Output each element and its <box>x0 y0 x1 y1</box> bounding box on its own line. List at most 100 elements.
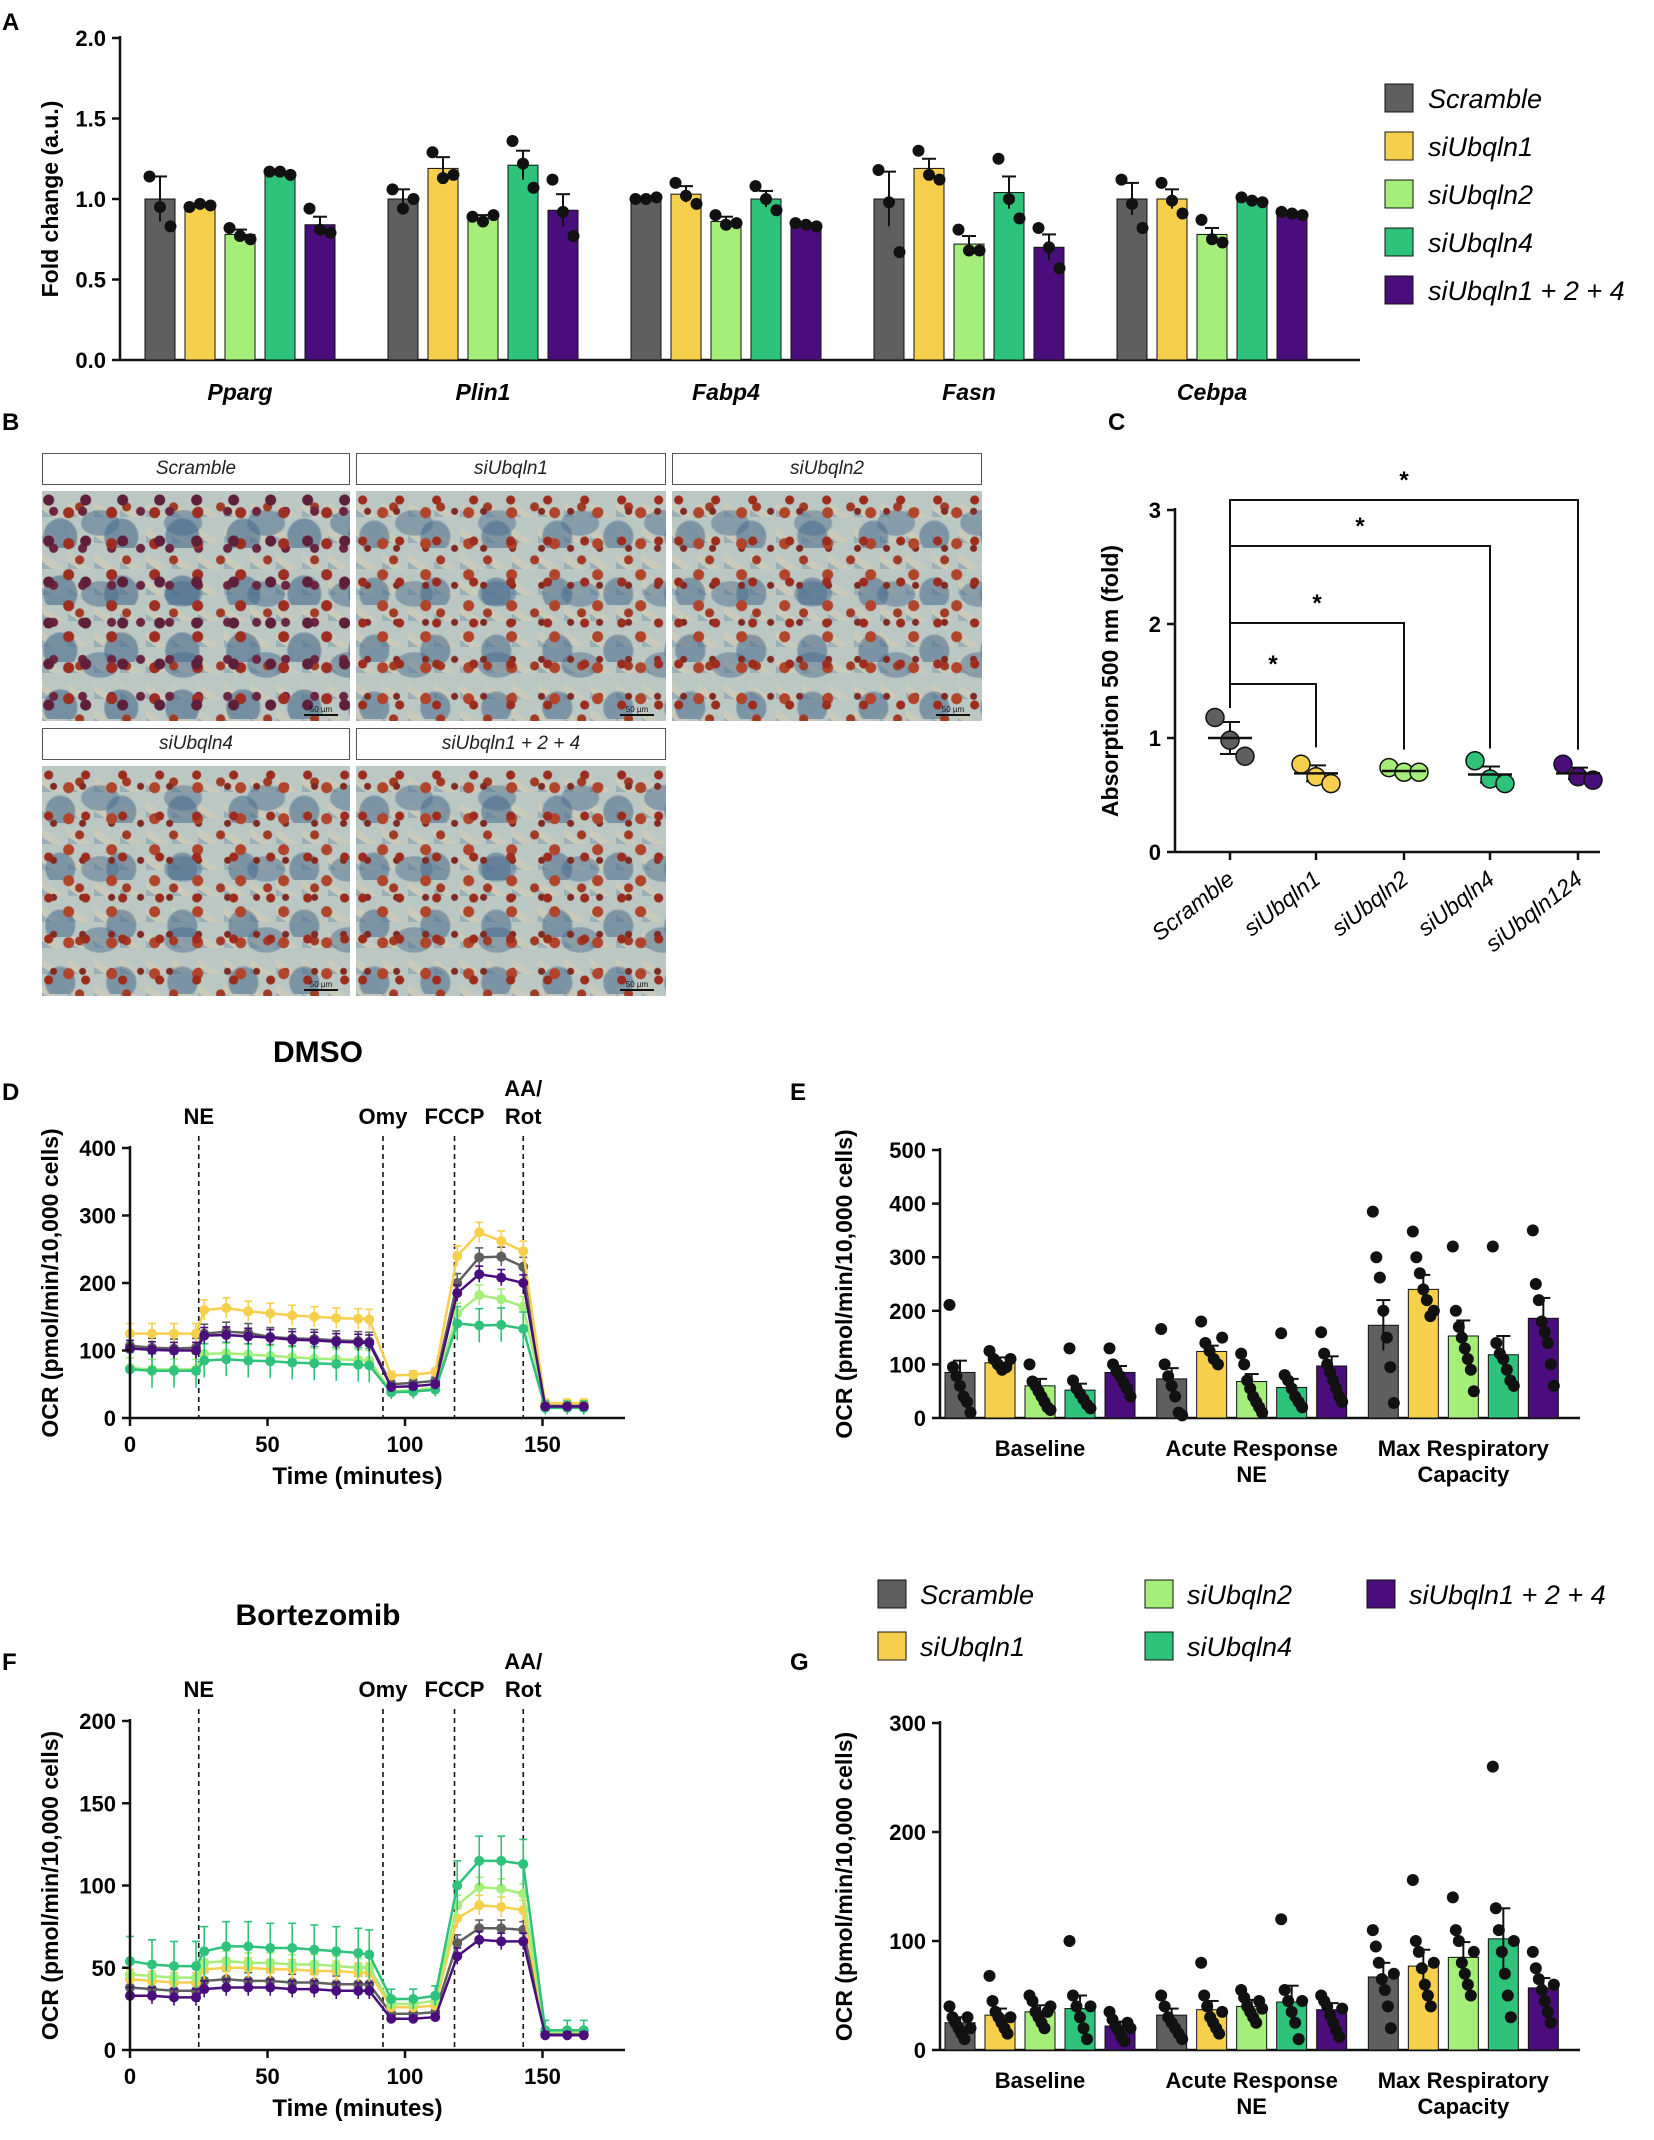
data-point <box>1498 1967 1511 1980</box>
data-point <box>1500 1363 1513 1376</box>
data-point <box>1013 212 1026 225</box>
data-point <box>221 1329 232 1340</box>
data-point <box>546 173 559 186</box>
x-category-label: Fabp4 <box>692 379 760 405</box>
data-point <box>1256 1406 1269 1419</box>
data-point <box>1166 194 1178 207</box>
data-point <box>1103 1342 1116 1355</box>
y-axis-label: Absorption 500 nm (fold) <box>1097 545 1123 817</box>
x-category-label: Pparg <box>207 379 272 405</box>
x-category-label: Capacity <box>1417 2094 1509 2119</box>
data-point <box>452 1251 463 1261</box>
data-point <box>1366 1924 1379 1937</box>
data-point <box>1526 1224 1539 1237</box>
data-point <box>1535 1315 1548 1328</box>
y-tick-label: 300 <box>889 1245 926 1270</box>
data-point <box>447 168 460 181</box>
data-point <box>1118 2035 1131 2048</box>
data-point <box>1176 2033 1189 2046</box>
data-point <box>1053 262 1066 275</box>
legend-label: siUbqln1 + 2 + 4 <box>1428 276 1625 306</box>
micrograph-image <box>672 491 982 721</box>
data-point <box>274 165 286 178</box>
data-point <box>1369 1940 1382 1953</box>
y-tick-label: 0.5 <box>75 268 106 293</box>
y-tick-label: 300 <box>889 1711 926 1736</box>
data-point <box>199 1330 210 1341</box>
data-point <box>1206 233 1218 246</box>
data-point <box>1235 1347 1248 1360</box>
data-point <box>243 1306 254 1317</box>
micrograph-label: siUbqln4 <box>42 728 350 760</box>
x-category-label: Max Respiratory <box>1378 2068 1550 2093</box>
data-point <box>923 168 935 181</box>
data-point <box>1216 236 1229 249</box>
y-axis-label: OCR (pmol/min/10,000 cells) <box>831 1129 857 1438</box>
data-point <box>1275 1913 1288 1926</box>
data-point <box>1526 1945 1539 1958</box>
y-axis-label: OCR (pmol/min/10,000 cells) <box>37 1731 63 2040</box>
legend-label: Scramble <box>1428 84 1542 114</box>
data-point <box>430 1379 441 1390</box>
data-point <box>309 1944 320 1955</box>
data-point <box>1213 2027 1226 2040</box>
data-point <box>1529 1962 1542 1975</box>
data-point <box>1084 2000 1097 2013</box>
data-point <box>1387 1396 1400 1409</box>
data-point <box>1535 1984 1548 1997</box>
x-category-label: NE <box>1236 1462 1267 1487</box>
legend-swatch <box>1384 83 1414 113</box>
data-point <box>474 1290 485 1301</box>
data-point <box>963 244 975 257</box>
data-point <box>1256 196 1269 209</box>
data-point <box>309 1984 320 1995</box>
data-point <box>518 1859 529 1870</box>
data-point <box>1070 2000 1083 2013</box>
data-point <box>191 1992 201 2003</box>
data-point <box>221 1354 232 1365</box>
data-point <box>1043 241 1055 254</box>
data-point <box>1155 176 1168 189</box>
data-point <box>1489 1902 1502 1915</box>
data-point <box>263 165 276 178</box>
data-point <box>1547 1978 1560 1991</box>
x-tick-label: 100 <box>387 2064 424 2089</box>
data-point <box>952 223 965 236</box>
data-point <box>1538 1994 1551 2007</box>
y-tick-label: 0 <box>1149 840 1161 865</box>
data-point <box>1158 1358 1171 1371</box>
x-axis-label: Time (minutes) <box>272 1463 442 1490</box>
y-tick-label: 1.5 <box>75 107 106 132</box>
data-point <box>912 144 925 157</box>
data-point <box>147 1344 157 1355</box>
x-category-label: siUbqln4 <box>1413 865 1500 941</box>
legend-swatch <box>1384 275 1414 305</box>
data-point <box>408 1994 419 2005</box>
injection-label: AA/ <box>504 1076 542 1101</box>
injection-label: NE <box>183 1677 214 1702</box>
data-point <box>1424 2000 1437 2013</box>
x-tick-label: 50 <box>255 2064 279 2089</box>
significance-star: * <box>1312 590 1322 617</box>
data-point <box>1458 1967 1471 1980</box>
data-point <box>943 2000 956 2013</box>
legend-swatch <box>1144 1579 1174 1609</box>
data-point <box>183 201 196 214</box>
x-category-label: siUbqln124 <box>1480 865 1587 956</box>
data-point <box>364 1985 375 1996</box>
data-point <box>496 1901 507 1912</box>
data-point <box>1486 1760 1499 1773</box>
data-point <box>1336 1395 1349 1408</box>
data-point <box>527 181 540 194</box>
data-point <box>331 1313 342 1324</box>
data-point <box>1067 1989 1079 2002</box>
data-point <box>1415 1962 1428 1975</box>
data-point <box>1495 773 1515 794</box>
x-category-label: Fasn <box>942 379 996 405</box>
x-category-label: NE <box>1236 2094 1267 2119</box>
data-point <box>518 1246 529 1257</box>
data-point <box>1003 193 1015 205</box>
data-point <box>1495 1945 1508 1958</box>
injection-label: Rot <box>505 1104 542 1129</box>
